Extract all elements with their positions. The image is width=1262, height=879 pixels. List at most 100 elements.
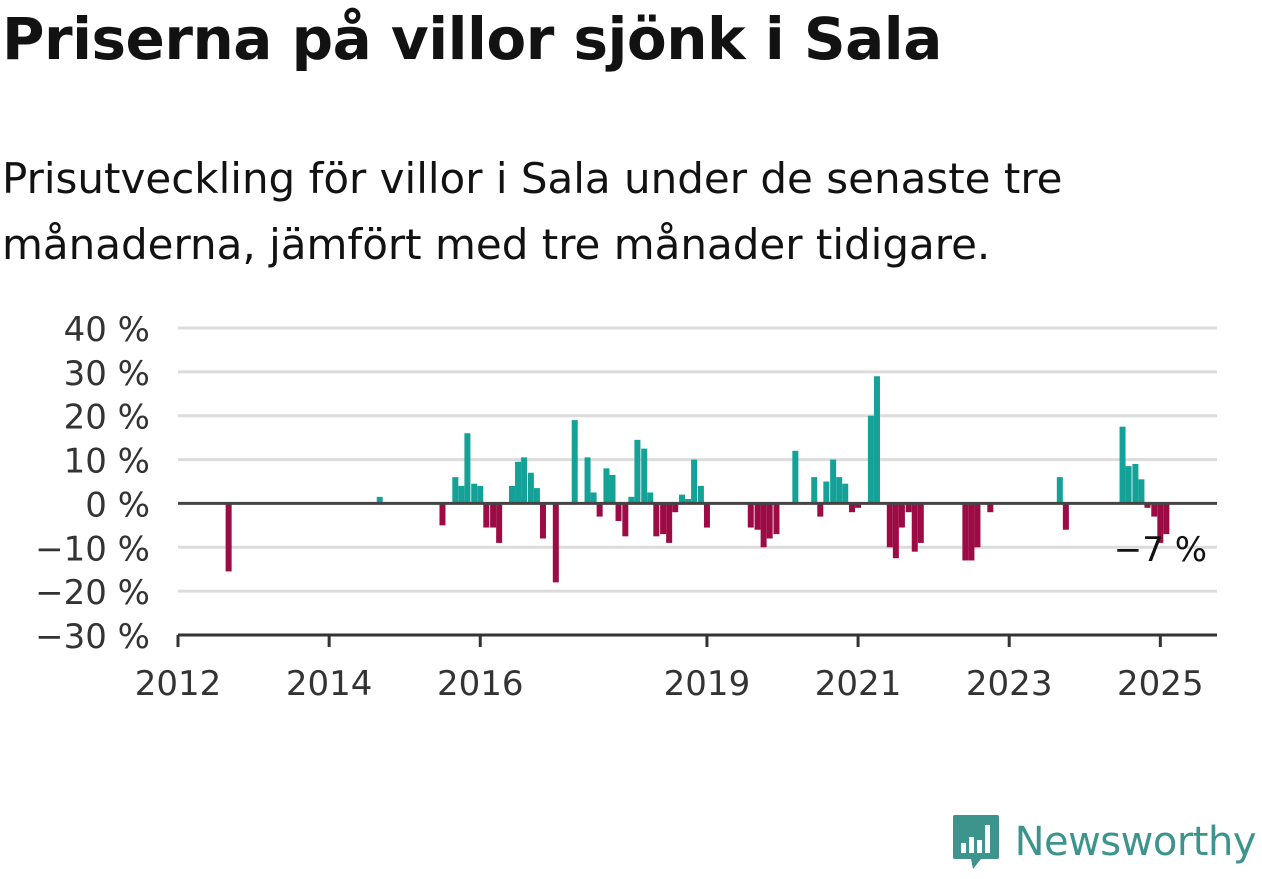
y-tick-label: 0 % <box>85 485 150 525</box>
bar <box>766 503 773 539</box>
bar <box>552 503 559 583</box>
y-tick-label: 10 % <box>64 442 150 482</box>
y-tick-label: −20 % <box>35 573 150 613</box>
brand-logo: Newsworthy <box>951 813 1257 871</box>
bar <box>792 450 799 504</box>
bar <box>886 503 893 548</box>
bar <box>464 433 471 504</box>
bar <box>533 488 540 504</box>
y-tick-label: 30 % <box>64 354 150 394</box>
y-tick-label: −30 % <box>35 617 150 657</box>
bar <box>1119 426 1126 504</box>
bar <box>974 503 981 548</box>
bars <box>225 376 1170 583</box>
bar <box>1056 477 1063 504</box>
bar <box>483 503 490 528</box>
bar <box>634 439 641 504</box>
bar <box>603 468 610 504</box>
bar <box>867 415 874 504</box>
x-tick-label: 2014 <box>286 664 373 704</box>
bar <box>590 492 597 504</box>
bar <box>1132 463 1139 504</box>
bar <box>458 485 465 504</box>
bar <box>892 503 899 559</box>
x-tick-label: 2016 <box>437 664 524 704</box>
bar <box>496 503 503 543</box>
axes <box>176 501 1217 647</box>
bar <box>855 503 862 508</box>
bar <box>641 448 648 504</box>
bar <box>225 503 232 572</box>
x-tick-label: 2012 <box>135 664 222 704</box>
bar <box>508 485 515 504</box>
bar <box>842 483 849 504</box>
bar <box>1151 503 1158 517</box>
bar <box>697 485 704 504</box>
chart-title: Priserna på villor sjönk i Sala <box>2 5 942 73</box>
bar <box>527 472 534 504</box>
bar <box>666 503 673 543</box>
latest-value-label: −7 % <box>1114 530 1207 570</box>
bar <box>622 503 629 537</box>
chart-subtitle: Prisutveckling för villor i Sala under d… <box>2 154 1063 269</box>
bar <box>628 496 635 504</box>
bar-chart: 40 %30 %20 %10 %0 %−10 %−20 %−30 % 2012 20… <box>35 310 1217 704</box>
bar <box>660 503 667 535</box>
bar <box>1138 479 1145 504</box>
x-tick-label: 2025 <box>1117 664 1204 704</box>
bar <box>584 457 591 504</box>
tick-labels: 40 %30 %20 %10 %0 %−10 %−20 %−30 % 2012 20… <box>35 310 1207 704</box>
bar <box>898 503 905 528</box>
bar <box>1062 503 1069 530</box>
bar <box>685 499 692 504</box>
bar <box>747 503 754 528</box>
bar <box>760 503 767 548</box>
bar <box>490 503 497 528</box>
bar <box>1157 503 1164 543</box>
y-tick-label: −10 % <box>35 529 150 569</box>
bar <box>962 503 969 561</box>
bar <box>773 503 780 535</box>
bar <box>873 376 880 504</box>
x-tick-label: 2021 <box>815 664 902 704</box>
bar <box>823 481 830 504</box>
y-tick-label: 20 % <box>64 398 150 438</box>
bar <box>1125 466 1132 504</box>
bar <box>987 503 994 513</box>
bar <box>830 459 837 504</box>
y-tick-label: 40 % <box>64 310 150 350</box>
bar <box>817 503 824 517</box>
bar <box>653 503 660 537</box>
bar <box>615 503 622 521</box>
bar <box>571 420 578 504</box>
bar <box>811 477 818 504</box>
bar <box>376 496 383 504</box>
bar <box>452 477 459 504</box>
x-tick-label: 2023 <box>966 664 1053 704</box>
bar <box>905 503 912 513</box>
newsworthy-logo-icon <box>952 815 999 869</box>
bar <box>754 503 761 530</box>
bar <box>439 503 446 526</box>
bar <box>477 485 484 504</box>
bar <box>539 503 546 539</box>
x-tick-label: 2019 <box>664 664 751 704</box>
bar <box>917 503 924 543</box>
gridlines <box>178 326 1217 593</box>
bar <box>679 494 686 504</box>
bar <box>849 503 856 513</box>
bar <box>1144 503 1151 508</box>
bar <box>471 483 478 504</box>
bar <box>1163 503 1170 535</box>
bar <box>703 503 710 528</box>
bar <box>647 492 654 504</box>
bar <box>911 503 918 552</box>
bar <box>836 477 843 504</box>
bar <box>672 503 679 513</box>
bar <box>968 503 975 561</box>
bar <box>596 503 603 517</box>
brand-name: Newsworthy <box>1014 819 1257 865</box>
bar <box>691 459 698 504</box>
bar <box>609 474 616 504</box>
bar <box>515 461 522 504</box>
